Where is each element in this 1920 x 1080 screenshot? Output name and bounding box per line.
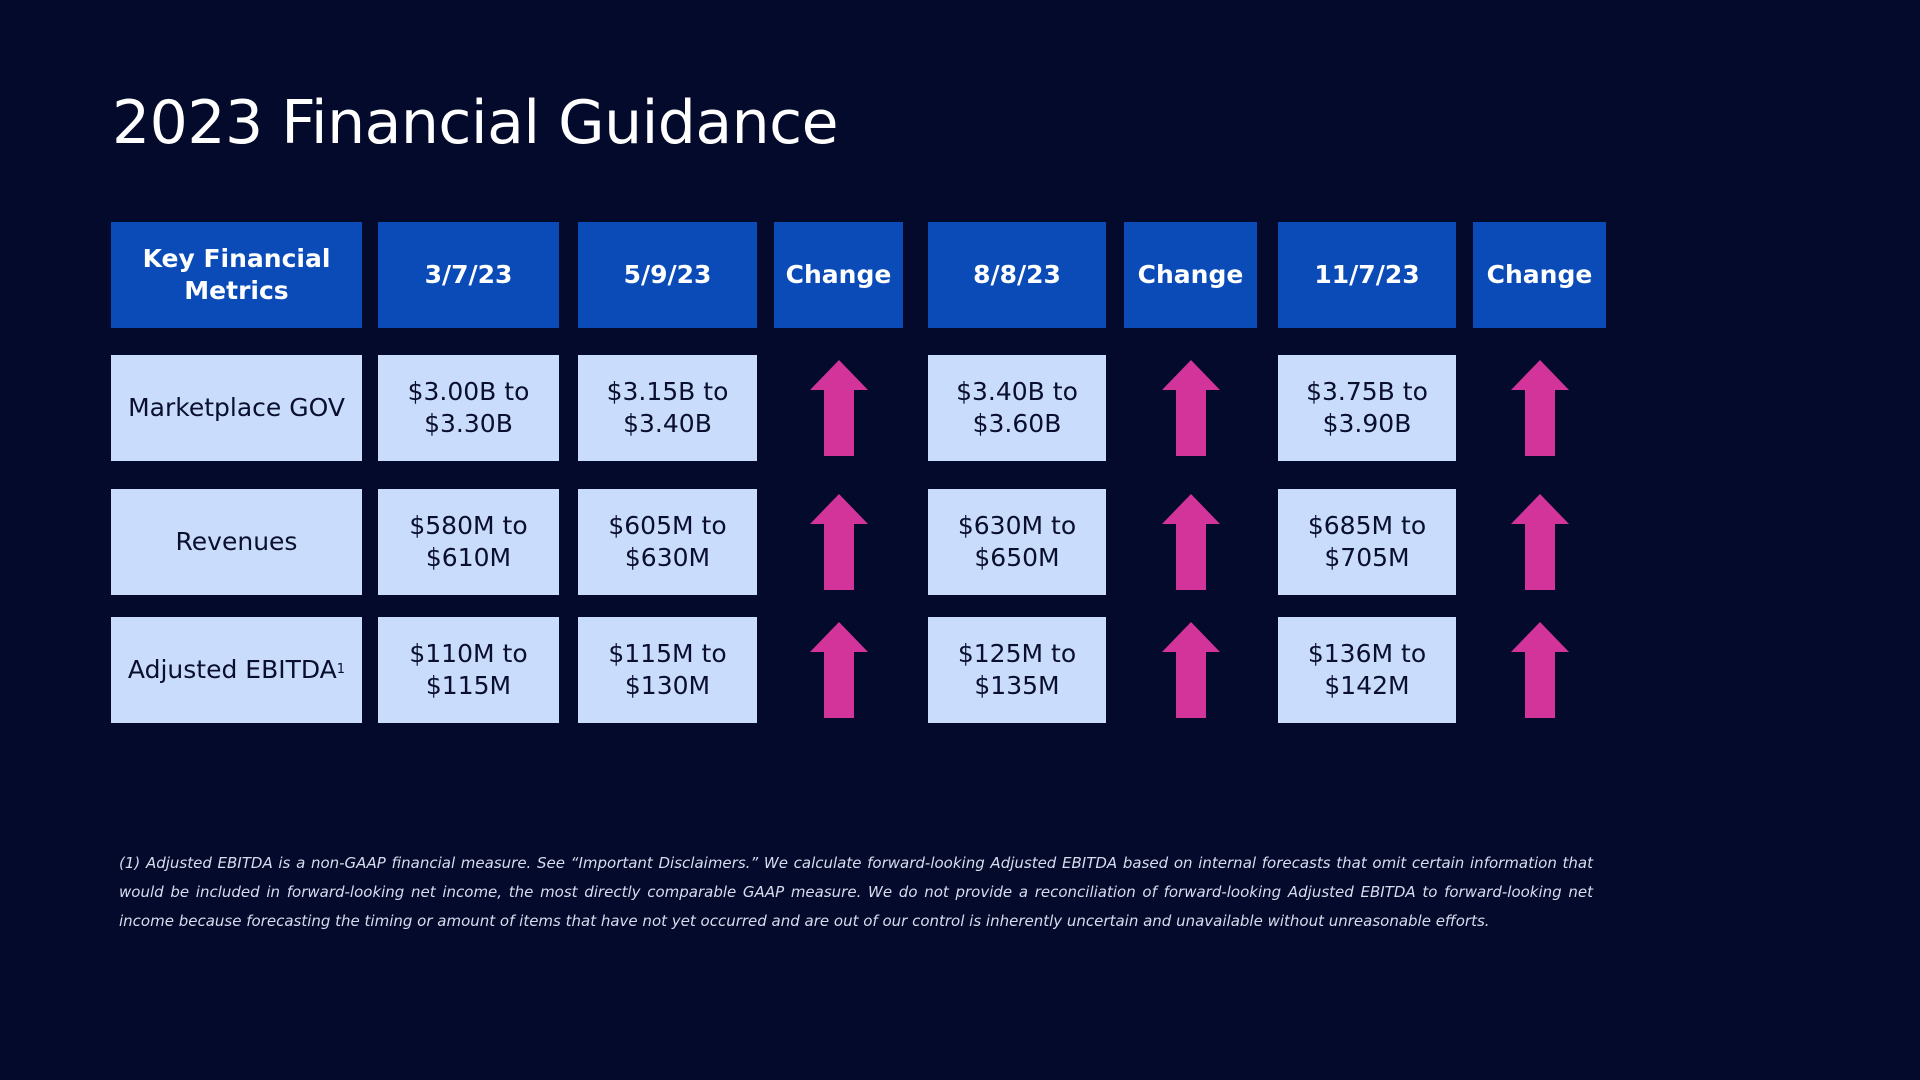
value-text: $685M to $705M [1307, 511, 1427, 572]
header-text: 11/7/23 [1314, 260, 1420, 289]
arrow-shape [1161, 622, 1220, 718]
up-arrow [809, 360, 868, 456]
header-text: Change [1486, 260, 1593, 289]
arrow-shape [1161, 494, 1220, 590]
value-text: $580M to $610M [409, 511, 528, 572]
header-cell: Change [774, 222, 903, 328]
up-arrow [1161, 494, 1220, 590]
value-cell: $3.75B to $3.90B [1278, 355, 1456, 461]
arrow-shape [1161, 360, 1220, 456]
header-cell: 3/7/23 [378, 222, 559, 328]
header-text: Change [1137, 260, 1244, 289]
value-cell: $3.00B to $3.30B [378, 355, 559, 461]
row-label: Revenues [175, 527, 298, 556]
row-label: Adjusted EBITDA [127, 655, 337, 684]
value-text: $115M to $130M [608, 639, 727, 700]
value-cell: $125M to $135M [928, 617, 1106, 723]
header-cell: 5/9/23 [578, 222, 757, 328]
value-cell: $580M to $610M [378, 489, 559, 595]
up-arrow [1510, 622, 1569, 718]
slide-title: 2023 Financial Guidance [112, 88, 839, 158]
value-text: $3.00B to $3.30B [407, 377, 530, 438]
header-cell: 8/8/23 [928, 222, 1106, 328]
value-text: $3.75B to $3.90B [1306, 377, 1428, 438]
value-text: $136M to $142M [1307, 639, 1427, 700]
value-text: $3.15B to $3.40B [606, 377, 729, 438]
header-text: 8/8/23 [973, 260, 1061, 289]
header-text: Change [785, 260, 892, 289]
arrow-shape [1510, 494, 1569, 590]
header-cell: Key Financial Metrics [111, 222, 362, 328]
up-arrow [809, 622, 868, 718]
footnote-ref: 1 [336, 662, 346, 677]
arrow-shape [809, 494, 868, 590]
row-label-cell: Revenues [111, 489, 362, 595]
arrow-shape [809, 622, 868, 718]
value-cell: $3.15B to $3.40B [578, 355, 757, 461]
arrow-shape [809, 360, 868, 456]
row-label: Marketplace GOV [128, 393, 345, 422]
header-cell: 11/7/23 [1278, 222, 1456, 328]
up-arrow [1510, 360, 1569, 456]
value-text: $110M to $115M [409, 639, 528, 700]
up-arrow [1510, 494, 1569, 590]
value-cell: $115M to $130M [578, 617, 757, 723]
value-cell: $110M to $115M [378, 617, 559, 723]
arrow-shape [1510, 622, 1569, 718]
footnote: (1) Adjusted EBITDA is a non-GAAP financ… [119, 854, 1593, 930]
header-cell: Change [1124, 222, 1257, 328]
value-text: $125M to $135M [957, 639, 1077, 700]
row-label-cell: Adjusted EBITDA 1 [111, 617, 362, 723]
row-label-cell: Marketplace GOV [111, 355, 362, 461]
value-text: $630M to $650M [957, 511, 1077, 572]
value-text: $3.40B to $3.60B [956, 377, 1078, 438]
header-cell: Change [1473, 222, 1606, 328]
header-text: 5/9/23 [623, 260, 712, 289]
up-arrow [1161, 360, 1220, 456]
up-arrow [1161, 622, 1220, 718]
value-cell: $136M to $142M [1278, 617, 1456, 723]
header-text: 3/7/23 [424, 260, 513, 289]
value-text: $605M to $630M [608, 511, 727, 572]
arrow-shape [1510, 360, 1569, 456]
value-cell: $605M to $630M [578, 489, 757, 595]
value-cell: $630M to $650M [928, 489, 1106, 595]
value-cell: $3.40B to $3.60B [928, 355, 1106, 461]
header-text: Key Financial Metrics [142, 244, 331, 305]
value-cell: $685M to $705M [1278, 489, 1456, 595]
up-arrow [809, 494, 868, 590]
